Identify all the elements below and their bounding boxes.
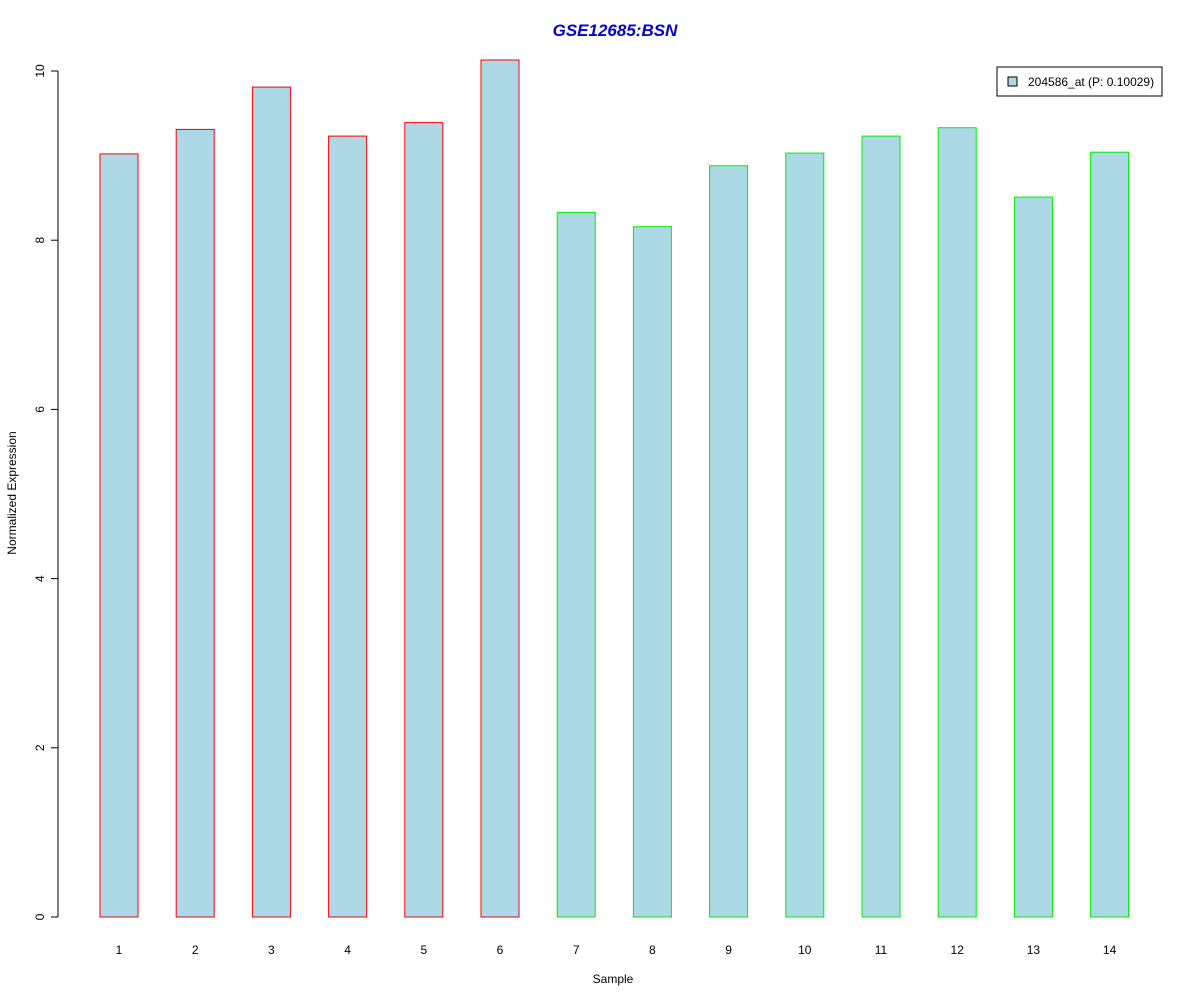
bar-sample-4 [328, 135, 368, 918]
bar-sample-5 [404, 122, 444, 918]
y-tick-label: 8 [33, 237, 47, 244]
x-tick-label: 11 [875, 943, 888, 957]
x-tick-label: 7 [573, 943, 580, 957]
x-tick-label: 1 [116, 943, 123, 957]
bar-sample-12 [937, 127, 977, 918]
bar-sample-9 [709, 165, 749, 918]
x-tick-label: 5 [420, 943, 427, 957]
x-tick-label: 12 [951, 943, 965, 957]
bar-sample-1 [99, 153, 139, 918]
bar-sample-7 [556, 211, 596, 918]
x-tick-label: 4 [344, 943, 351, 957]
legend: 204586_at (P: 0.10029) [996, 66, 1163, 97]
x-tick-label: 13 [1027, 943, 1041, 957]
legend-box [996, 66, 1163, 97]
bar-sample-3 [251, 86, 291, 918]
x-tick-label: 14 [1103, 943, 1117, 957]
x-tick-label: 10 [798, 943, 812, 957]
chart-title: GSE12685:BSN [553, 21, 678, 40]
x-tick-label: 6 [497, 943, 504, 957]
bars [99, 59, 1130, 918]
x-tick-label: 2 [192, 943, 199, 957]
x-tick-labels: 1 2 3 4 5 6 7 8 9 10 11 12 13 14 [116, 943, 1117, 957]
y-axis: 0 2 4 6 8 10 [33, 64, 59, 920]
bar-sample-13 [1013, 196, 1053, 918]
x-tick-label: 9 [725, 943, 732, 957]
x-axis-title: Sample [593, 972, 634, 986]
bar-sample-14 [1090, 151, 1130, 918]
bar-sample-11 [861, 135, 901, 918]
bar-sample-2 [175, 128, 215, 918]
bar-sample-6 [480, 59, 520, 918]
x-tick-label: 3 [268, 943, 275, 957]
bar-sample-8 [632, 226, 672, 918]
y-tick-label: 2 [33, 744, 47, 751]
y-tick-label: 4 [33, 575, 47, 582]
legend-swatch [1007, 76, 1018, 87]
y-tick-label: 0 [33, 913, 47, 920]
x-tick-label: 8 [649, 943, 656, 957]
y-axis-title: Normalized Expression [5, 431, 19, 554]
bar-sample-10 [785, 152, 825, 918]
y-tick-label: 6 [33, 406, 47, 413]
y-tick-label: 10 [33, 64, 47, 78]
legend-entry-label: 204586_at (P: 0.10029) [1028, 75, 1154, 89]
